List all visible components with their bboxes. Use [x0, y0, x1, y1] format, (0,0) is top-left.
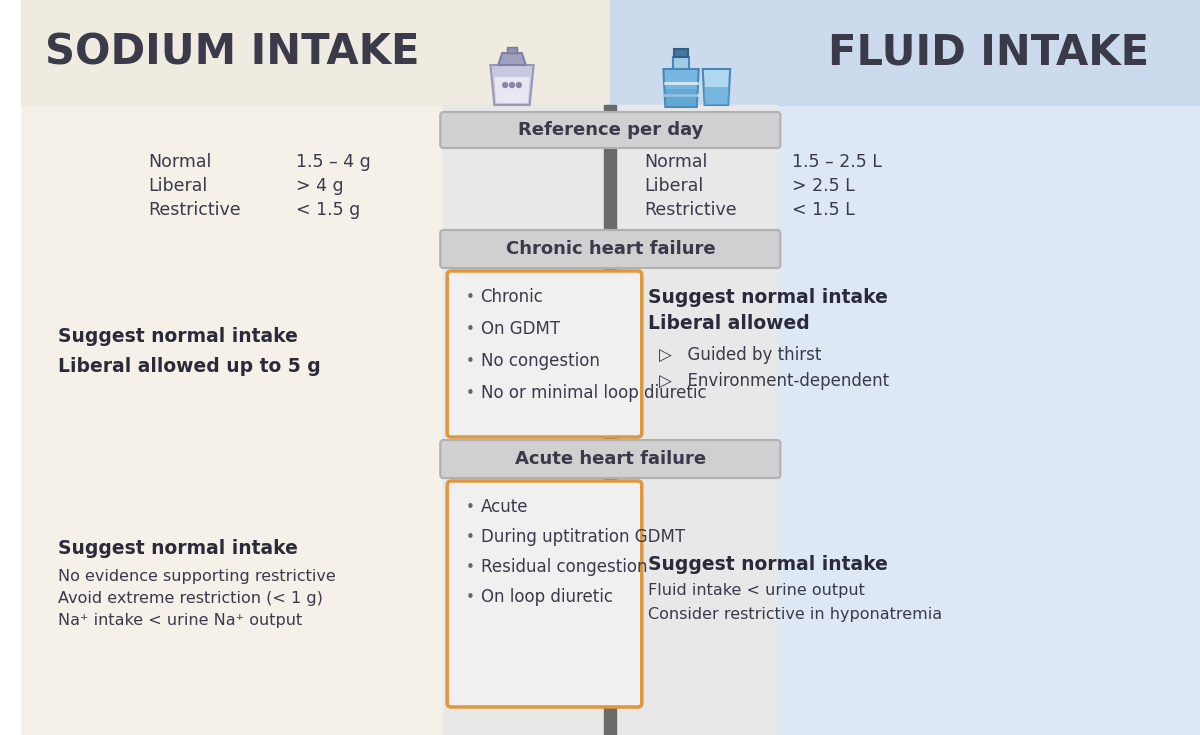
FancyBboxPatch shape [440, 440, 780, 478]
Text: No evidence supporting restrictive: No evidence supporting restrictive [58, 568, 336, 584]
Text: No congestion: No congestion [480, 352, 600, 370]
Bar [611, 0, 1200, 105]
Bar [674, 49, 688, 57]
Bar [605, 105, 617, 735]
Text: < 1.5 g: < 1.5 g [296, 201, 360, 219]
Text: •: • [466, 529, 475, 545]
Bar [443, 105, 778, 735]
Text: Suggest normal intake: Suggest normal intake [58, 539, 298, 559]
Text: Liberal allowed: Liberal allowed [648, 314, 810, 332]
Text: •: • [466, 354, 475, 368]
Text: Chronic heart failure: Chronic heart failure [505, 240, 715, 258]
Circle shape [503, 82, 508, 87]
Bar [673, 57, 689, 69]
Text: Restrictive: Restrictive [644, 201, 737, 219]
Text: Suggest normal intake: Suggest normal intake [648, 287, 888, 306]
Text: Suggest normal intake: Suggest normal intake [648, 554, 888, 573]
Circle shape [516, 82, 521, 87]
Text: No or minimal loop diuretic: No or minimal loop diuretic [480, 384, 707, 402]
Polygon shape [491, 65, 534, 105]
Text: Consider restrictive in hyponatremia: Consider restrictive in hyponatremia [648, 606, 942, 622]
Text: On GDMT: On GDMT [480, 320, 559, 338]
Text: Reference per day: Reference per day [517, 121, 703, 139]
Text: Chronic: Chronic [480, 288, 544, 306]
Text: Acute: Acute [480, 498, 528, 516]
Polygon shape [703, 87, 730, 105]
FancyBboxPatch shape [440, 230, 780, 268]
Text: Fluid intake < urine output: Fluid intake < urine output [648, 583, 864, 598]
Text: During uptitration GDMT: During uptitration GDMT [480, 528, 685, 546]
Text: Liberal: Liberal [149, 177, 208, 195]
FancyBboxPatch shape [448, 271, 642, 437]
Text: 1.5 – 4 g: 1.5 – 4 g [296, 153, 371, 171]
Polygon shape [498, 53, 526, 65]
FancyBboxPatch shape [440, 112, 780, 148]
Bar [508, 47, 517, 53]
Text: •: • [466, 500, 475, 514]
Bar [20, 0, 611, 735]
Text: Restrictive: Restrictive [149, 201, 241, 219]
Text: •: • [466, 385, 475, 401]
Polygon shape [665, 89, 697, 107]
Text: Suggest normal intake: Suggest normal intake [58, 326, 298, 345]
Bar [20, 0, 611, 105]
Text: > 4 g: > 4 g [296, 177, 343, 195]
FancyBboxPatch shape [448, 481, 642, 707]
Text: 1.5 – 2.5 L: 1.5 – 2.5 L [792, 153, 882, 171]
Text: ▷   Guided by thirst: ▷ Guided by thirst [660, 346, 822, 364]
Text: FLUID INTAKE: FLUID INTAKE [828, 32, 1150, 74]
Text: •: • [466, 290, 475, 304]
Polygon shape [664, 69, 698, 107]
Text: Liberal allowed up to 5 g: Liberal allowed up to 5 g [58, 356, 320, 376]
Text: SODIUM INTAKE: SODIUM INTAKE [44, 32, 419, 74]
Text: Na⁺ intake < urine Na⁺ output: Na⁺ intake < urine Na⁺ output [58, 612, 302, 628]
Text: Avoid extreme restriction (< 1 g): Avoid extreme restriction (< 1 g) [58, 590, 323, 606]
Text: Normal: Normal [644, 153, 708, 171]
Text: •: • [466, 321, 475, 337]
Polygon shape [703, 69, 731, 105]
Text: Liberal: Liberal [644, 177, 704, 195]
Text: Normal: Normal [149, 153, 211, 171]
Circle shape [510, 82, 515, 87]
Text: Residual congestion: Residual congestion [480, 558, 647, 576]
Text: Acute heart failure: Acute heart failure [515, 450, 706, 468]
Text: •: • [466, 589, 475, 604]
Text: < 1.5 L: < 1.5 L [792, 201, 854, 219]
Text: On loop diuretic: On loop diuretic [480, 588, 612, 606]
Text: •: • [466, 559, 475, 575]
Polygon shape [494, 77, 529, 103]
Text: ▷   Environment-dependent: ▷ Environment-dependent [660, 372, 889, 390]
Text: > 2.5 L: > 2.5 L [792, 177, 854, 195]
Bar [611, 0, 1200, 735]
